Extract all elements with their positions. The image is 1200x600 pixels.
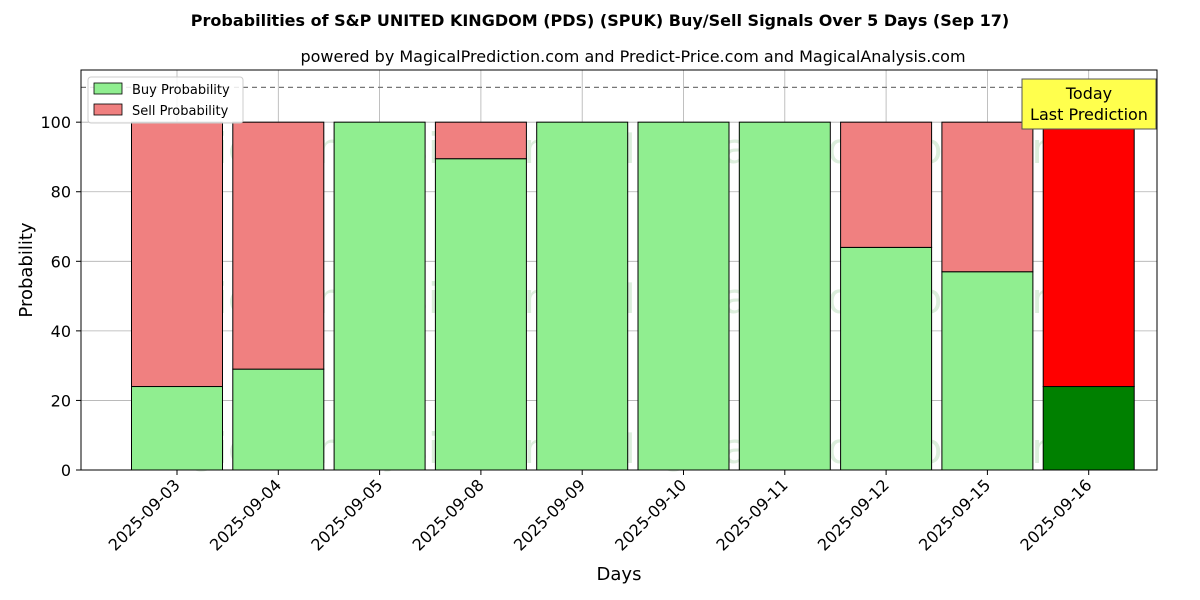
today-annotation: Today Last Prediction xyxy=(1021,78,1157,130)
sell-bar xyxy=(1042,121,1135,388)
x-tick-label: 2025-09-04 xyxy=(206,475,285,554)
x-tick-label: 2025-09-05 xyxy=(307,475,386,554)
x-tick-label: 2025-09-03 xyxy=(105,475,184,554)
legend-label-sell: Sell Probability xyxy=(132,104,229,119)
y-tick-label: 60 xyxy=(51,252,71,271)
y-axis-label: Probability xyxy=(16,222,37,317)
today-annotation-line2: Last Prediction xyxy=(1030,105,1148,124)
x-tick-label: 2025-09-15 xyxy=(915,475,994,554)
chart-title: Probabilities of S&P UNITED KINGDOM (PDS… xyxy=(191,11,1009,30)
y-tick-label: 80 xyxy=(51,183,71,202)
sell-bar xyxy=(131,121,223,388)
sell-bar xyxy=(434,121,527,160)
legend-label-buy: Buy Probability xyxy=(132,83,230,98)
buy-bar xyxy=(434,158,527,471)
legend-swatch-buy xyxy=(93,82,123,95)
x-tick-label: 2025-09-11 xyxy=(712,475,791,554)
x-tick-label: 2025-09-12 xyxy=(814,475,893,554)
x-tick-label: 2025-09-16 xyxy=(1016,475,1095,554)
x-tick-label: 2025-09-09 xyxy=(510,475,589,554)
buy-bar xyxy=(738,121,831,471)
today-annotation-box xyxy=(1021,78,1157,130)
legend: Buy Probability Sell Probability xyxy=(87,76,244,124)
buy-bar xyxy=(232,368,325,471)
buy-bar xyxy=(1042,386,1135,471)
chart-subtitle: powered by MagicalPrediction.com and Pre… xyxy=(300,47,965,66)
buy-bar xyxy=(333,121,426,471)
sell-bar xyxy=(941,121,1034,273)
y-axis-ticks: 0 20 40 60 80 100 xyxy=(40,113,81,480)
x-tick-label: 2025-09-08 xyxy=(409,475,488,554)
legend-box xyxy=(87,76,244,124)
buy-bar xyxy=(840,246,933,471)
x-tick-label: 2025-09-10 xyxy=(611,475,690,554)
buy-bar xyxy=(536,121,629,471)
sell-bar xyxy=(232,121,325,370)
bars xyxy=(131,121,1135,471)
buy-bar xyxy=(941,271,1034,471)
plot-frame xyxy=(80,69,1158,471)
legend-swatch-sell xyxy=(93,103,123,116)
today-annotation-line1: Today xyxy=(1065,84,1112,103)
y-tick-label: 100 xyxy=(40,113,71,132)
x-axis-label: Days xyxy=(597,564,642,585)
y-tick-label: 20 xyxy=(51,391,71,410)
buy-bar xyxy=(637,121,730,471)
x-axis-ticks: 2025-09-03 2025-09-04 2025-09-05 2025-09-08… xyxy=(105,470,1096,555)
y-tick-label: 40 xyxy=(51,322,71,341)
buy-bar xyxy=(131,386,223,471)
sell-bar xyxy=(840,121,933,248)
y-tick-label: 0 xyxy=(61,461,71,480)
